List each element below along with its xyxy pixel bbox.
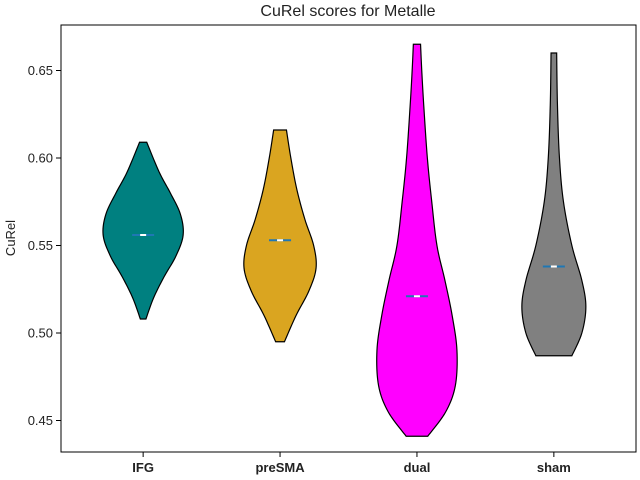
- violin-body-dual: [376, 43, 458, 437]
- x-tick-label-dual: dual: [404, 460, 431, 475]
- y-tick-label: 0.60: [28, 151, 53, 166]
- x-tick-label-presma: preSMA: [255, 460, 305, 475]
- plot-frame: [60, 24, 637, 453]
- x-tick-label-sham: sham: [537, 460, 571, 475]
- plot-area: 0.45 0.50 0.55 0.60 0.65 IFG preSMA dual sham: [28, 43, 587, 475]
- y-tick-label: 0.65: [28, 63, 53, 78]
- violin-body-sham: [521, 52, 587, 357]
- y-tick-label: 0.50: [28, 326, 53, 341]
- chart-title: CuRel scores for Metalle: [260, 3, 435, 20]
- y-tick-label: 0.55: [28, 238, 53, 253]
- violin-body-ifg: [102, 141, 184, 320]
- y-tick-label: 0.45: [28, 413, 53, 428]
- x-tick-label-ifg: IFG: [132, 460, 154, 475]
- y-axis-label: CuRel: [3, 220, 18, 256]
- violin-body-presma: [243, 129, 317, 343]
